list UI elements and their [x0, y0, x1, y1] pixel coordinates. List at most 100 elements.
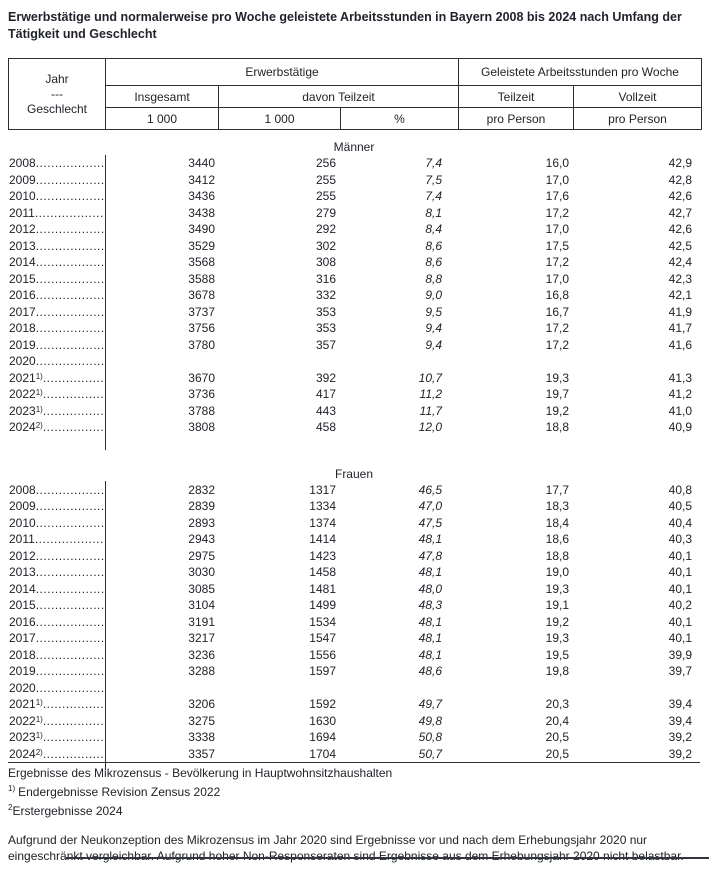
header-unit-pro-person-teilzeit: pro Person: [459, 108, 574, 129]
year-cell: 2016....................................…: [9, 614, 105, 629]
teilzeit-count-value: 1374: [309, 515, 336, 530]
table-row: 2017....................................…: [8, 630, 700, 647]
hours-vollzeit-value: 40,1: [668, 565, 692, 579]
dot-leader: ........................................…: [35, 499, 105, 513]
insgesamt-value: 3438: [188, 205, 215, 220]
body-column-divider-maenner: [105, 155, 106, 450]
hours-vollzeit-value: 39,9: [668, 647, 692, 662]
hours-teilzeit-value: 19,8: [545, 664, 569, 678]
teilzeit-percent-value: 48,1: [418, 532, 442, 546]
teilzeit-percent-value: 46,5: [418, 482, 442, 497]
table-row: 2018....................................…: [8, 647, 700, 664]
footnote-1-marker: 1): [8, 784, 16, 793]
year-cell: 20242)..................................…: [9, 746, 105, 761]
insgesamt-value: 3678: [188, 288, 215, 302]
footnote-2-text: Erstergebnisse 2024: [12, 804, 123, 818]
hours-teilzeit-value: 18,8: [545, 420, 569, 434]
table-row: 2020....................................…: [8, 353, 700, 370]
page-title: Erwerbstätige und normalerweise pro Woch…: [8, 10, 682, 41]
teilzeit-count-value: 1423: [309, 548, 336, 563]
teilzeit-count-value: 1592: [309, 697, 336, 711]
hours-teilzeit-value: 19,2: [545, 614, 569, 629]
header-erwerbstaetige: Erwerbstätige: [106, 59, 459, 86]
year-cell: 20221)..................................…: [9, 387, 105, 401]
year-cell: 2020....................................…: [9, 680, 105, 695]
hours-teilzeit-value: 19,5: [545, 647, 569, 662]
table-row: 20242)..................................…: [8, 746, 700, 763]
table-row: 2020....................................…: [8, 680, 700, 697]
dot-leader: ........................................…: [35, 189, 105, 203]
footnote-2-marker: 2: [8, 803, 13, 812]
header-insgesamt: Insgesamt: [106, 86, 219, 108]
header-unit-pro-person-vollzeit: pro Person: [608, 111, 667, 126]
table-row: 2014....................................…: [8, 254, 700, 271]
hours-teilzeit-value: 17,6: [545, 189, 569, 203]
insgesamt-value: 3808: [188, 420, 215, 434]
hours-vollzeit-value: 42,6: [668, 189, 692, 203]
teilzeit-count-value: 1317: [309, 482, 336, 497]
dot-leader: ........................................…: [35, 482, 105, 497]
year-cell: 2012....................................…: [9, 222, 105, 236]
dot-leader: ........................................…: [42, 370, 105, 385]
year-cell: 2011....................................…: [9, 205, 105, 220]
header-unit-percent: %: [341, 108, 459, 129]
teilzeit-percent-value: 48,1: [418, 614, 442, 629]
year-cell: 20231)..................................…: [9, 730, 105, 744]
teilzeit-count-value: 1630: [309, 713, 336, 728]
teilzeit-percent-value: 9,4: [425, 321, 442, 335]
header-davon-teilzeit: davon Teilzeit: [219, 86, 459, 108]
hours-teilzeit-value: 18,6: [545, 532, 569, 546]
table-row: 2016....................................…: [8, 287, 700, 304]
teilzeit-count-value: [218, 353, 340, 370]
year-cell: 2010....................................…: [9, 189, 105, 203]
hours-teilzeit-value: 18,4: [545, 515, 569, 530]
hours-vollzeit-value: 39,2: [668, 746, 692, 761]
table-row: 2017....................................…: [8, 304, 700, 321]
teilzeit-percent-value: 11,7: [419, 403, 442, 418]
teilzeit-count-value: 279: [315, 205, 336, 220]
hours-vollzeit-value: 42,7: [668, 205, 692, 220]
teilzeit-count-value: 332: [315, 288, 336, 302]
teilzeit-percent-value: 7,5: [425, 172, 442, 187]
teilzeit-count-value: 1499: [309, 598, 336, 612]
year-cell: 2010....................................…: [9, 515, 105, 530]
hours-teilzeit-value: 20,4: [545, 713, 569, 728]
teilzeit-percent-value: 8,8: [425, 271, 442, 286]
teilzeit-percent-value: [340, 680, 458, 697]
insgesamt-value: 3288: [188, 664, 215, 678]
hours-vollzeit-value: 42,5: [668, 238, 692, 253]
hours-teilzeit-value: [458, 353, 573, 370]
teilzeit-count-value: 1547: [309, 631, 336, 645]
insgesamt-value: 3191: [188, 614, 215, 629]
insgesamt-value: 3440: [188, 156, 215, 170]
table-header: Jahr --- Geschlecht Erwerbstätige Geleis…: [8, 58, 702, 130]
insgesamt-value: 3357: [188, 746, 215, 761]
hours-vollzeit-value: 42,3: [668, 271, 692, 286]
dot-leader: ........................................…: [35, 304, 105, 319]
dot-leader: ........................................…: [35, 271, 105, 286]
hours-teilzeit-value: 19,0: [545, 565, 569, 579]
hours-vollzeit-value: 40,8: [668, 482, 692, 497]
footnote-2: 2Erstergebnisse 2024: [8, 800, 705, 819]
dot-leader: ........................................…: [35, 354, 105, 368]
hours-vollzeit-value: 42,4: [668, 255, 692, 269]
insgesamt-value: 3236: [188, 647, 215, 662]
source-note: Ergebnisse des Mikrozensus - Bevölkerung…: [8, 766, 393, 780]
insgesamt-value: 3085: [188, 581, 215, 596]
teilzeit-percent-value: 47,8: [418, 548, 442, 563]
teilzeit-count-value: 255: [315, 189, 336, 203]
dot-leader: ........................................…: [35, 680, 105, 695]
hours-vollzeit-value: 39,4: [668, 697, 692, 711]
teilzeit-count-value: 353: [315, 321, 336, 335]
teilzeit-percent-value: 9,4: [425, 337, 442, 352]
hours-teilzeit-value: 18,8: [545, 548, 569, 563]
teilzeit-percent-value: 48,0: [418, 581, 442, 596]
header-vollzeit: Vollzeit: [574, 86, 701, 108]
hours-teilzeit-value: 17,2: [545, 205, 569, 220]
table-row: 2012....................................…: [8, 548, 700, 565]
table-row: 2013....................................…: [8, 564, 700, 581]
hours-vollzeit-value: 41,6: [668, 337, 692, 352]
table-row: 20231)..................................…: [8, 403, 700, 420]
insgesamt-value: 3737: [188, 304, 215, 319]
